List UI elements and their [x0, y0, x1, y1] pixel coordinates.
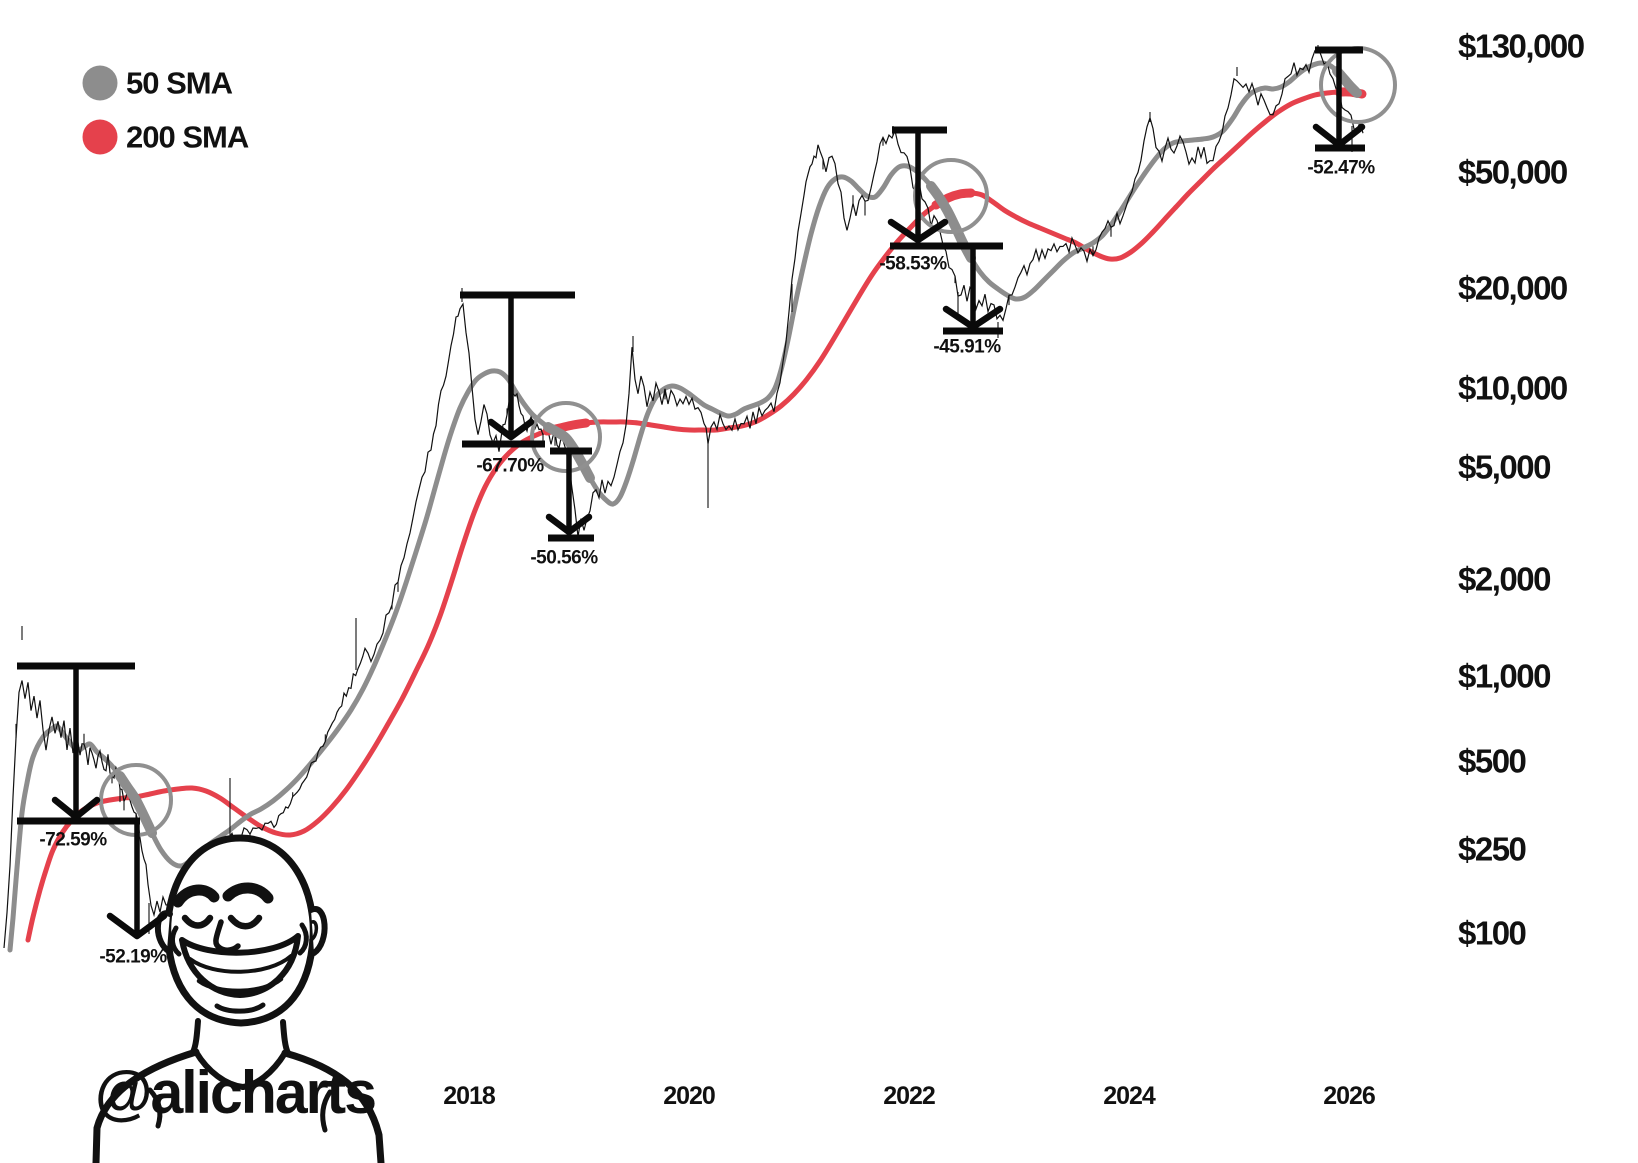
x-axis-label: 2026: [1323, 1082, 1375, 1110]
y-axis-label: $1,000: [1458, 658, 1550, 695]
x-axis-label: 2018: [443, 1082, 496, 1110]
mascot-left-collar: [193, 1049, 246, 1090]
mascot-right-eye: [227, 914, 263, 930]
axis-labels: $130,000 $50,000 $20,000 $10,000 $5,000 $2,00…: [443, 28, 1585, 1111]
death-cross-circle: [913, 158, 989, 234]
mascot-right-collar: [240, 1050, 288, 1090]
y-axis-label: $20,000: [1458, 270, 1567, 307]
sma50-emphasis: [115, 771, 157, 838]
sma-emphasis-strokes: [115, 66, 1367, 838]
drawdown-label: -72.59%: [39, 830, 107, 851]
down-arrow-icon: [887, 218, 949, 244]
price-and-sma-curves: [3, 45, 1365, 953]
y-axis-label: $2,000: [1458, 561, 1550, 598]
mascot-left-neck: [190, 1018, 201, 1055]
drawdown-label: -52.19%: [99, 947, 167, 968]
mascot-mouth: [179, 933, 301, 998]
drawdown-annotation: -58.53%: [879, 126, 1003, 275]
mascot-left-ear: [155, 910, 173, 953]
x-axis-label: 2024: [1103, 1082, 1156, 1110]
drawdown-label: -50.56%: [530, 548, 598, 569]
y-axis-label: $100: [1458, 915, 1526, 952]
drawdown-label: -45.91%: [933, 337, 1001, 358]
down-arrow-icon: [51, 796, 101, 821]
drawdown-label: -67.70%: [476, 456, 544, 477]
mascot-nose: [213, 919, 241, 953]
mascot-left-eye: [181, 914, 214, 929]
down-arrow-icon: [942, 305, 1004, 331]
y-axis-label: $250: [1458, 831, 1526, 868]
mascot-chin-crease: [214, 1002, 266, 1014]
mascot-left-fold: [147, 1087, 163, 1129]
drawdown-annotation: -67.70%: [460, 291, 575, 477]
watermark: @alicharts: [95, 1059, 375, 1126]
drawdown-annotations: -72.59% -52.19% -67.70% -50.56% -58.53% -45.9…: [17, 46, 1376, 968]
drawdown-annotation: -52.47%: [1307, 46, 1376, 179]
down-arrow-icon: [106, 912, 168, 940]
down-arrow-icon: [545, 513, 593, 536]
death-cross-circles: [99, 46, 1397, 837]
death-cross-circle: [1319, 46, 1397, 124]
drawdown-label: -52.47%: [1307, 158, 1375, 179]
legend-dot-icon: [82, 119, 118, 155]
mascot-right-ear-inner: [309, 920, 319, 942]
mascot-left-smile-crease: [169, 925, 182, 957]
drawdown-annotation: -72.59%: [17, 662, 140, 851]
legend: 50 SMA 200 SMA: [82, 65, 250, 155]
down-arrow-icon: [487, 418, 535, 441]
sma50-emphasis: [543, 422, 595, 483]
legend-label: 200 SMA: [126, 120, 249, 155]
mascot-shirt-fill: [96, 1053, 381, 1163]
legend-label: 50 SMA: [126, 66, 233, 101]
y-axis-label: $10,000: [1458, 370, 1567, 407]
y-axis-label: $130,000: [1458, 28, 1584, 65]
drawdown-label: -58.53%: [879, 254, 947, 275]
price-wicks: [15, 45, 1353, 934]
mascot-lower-lip: [196, 976, 284, 994]
mascot-face: [92, 834, 385, 1163]
y-axis-label: $500: [1458, 743, 1526, 780]
mascot-right-eyebrow: [222, 882, 274, 904]
mascot-left-eyebrow: [172, 884, 220, 908]
price-line: [3, 46, 1364, 949]
mascot-left-shoulder: [92, 1048, 200, 1163]
mascot-right-neck: [280, 1019, 291, 1056]
legend-dot-icon: [82, 65, 118, 101]
drawdown-annotation: -50.56%: [530, 447, 599, 569]
x-axis-label: 2022: [883, 1082, 935, 1110]
sma200-line: [25, 89, 1365, 943]
mascot-teeth-line: [188, 954, 293, 974]
x-axis-label: 2020: [663, 1082, 715, 1110]
mascot-right-smile-crease: [297, 922, 309, 956]
y-axis-label: $5,000: [1458, 449, 1550, 486]
y-axis-label: $50,000: [1458, 154, 1567, 191]
drawdown-annotation: -52.19%: [99, 821, 168, 968]
mascot-right-fold: [320, 1089, 333, 1133]
mascot-right-shoulder: [281, 1049, 385, 1163]
death-cross-circle: [530, 401, 602, 473]
drawdown-annotation: -45.91%: [933, 246, 1004, 358]
sma50-line: [7, 60, 1360, 953]
